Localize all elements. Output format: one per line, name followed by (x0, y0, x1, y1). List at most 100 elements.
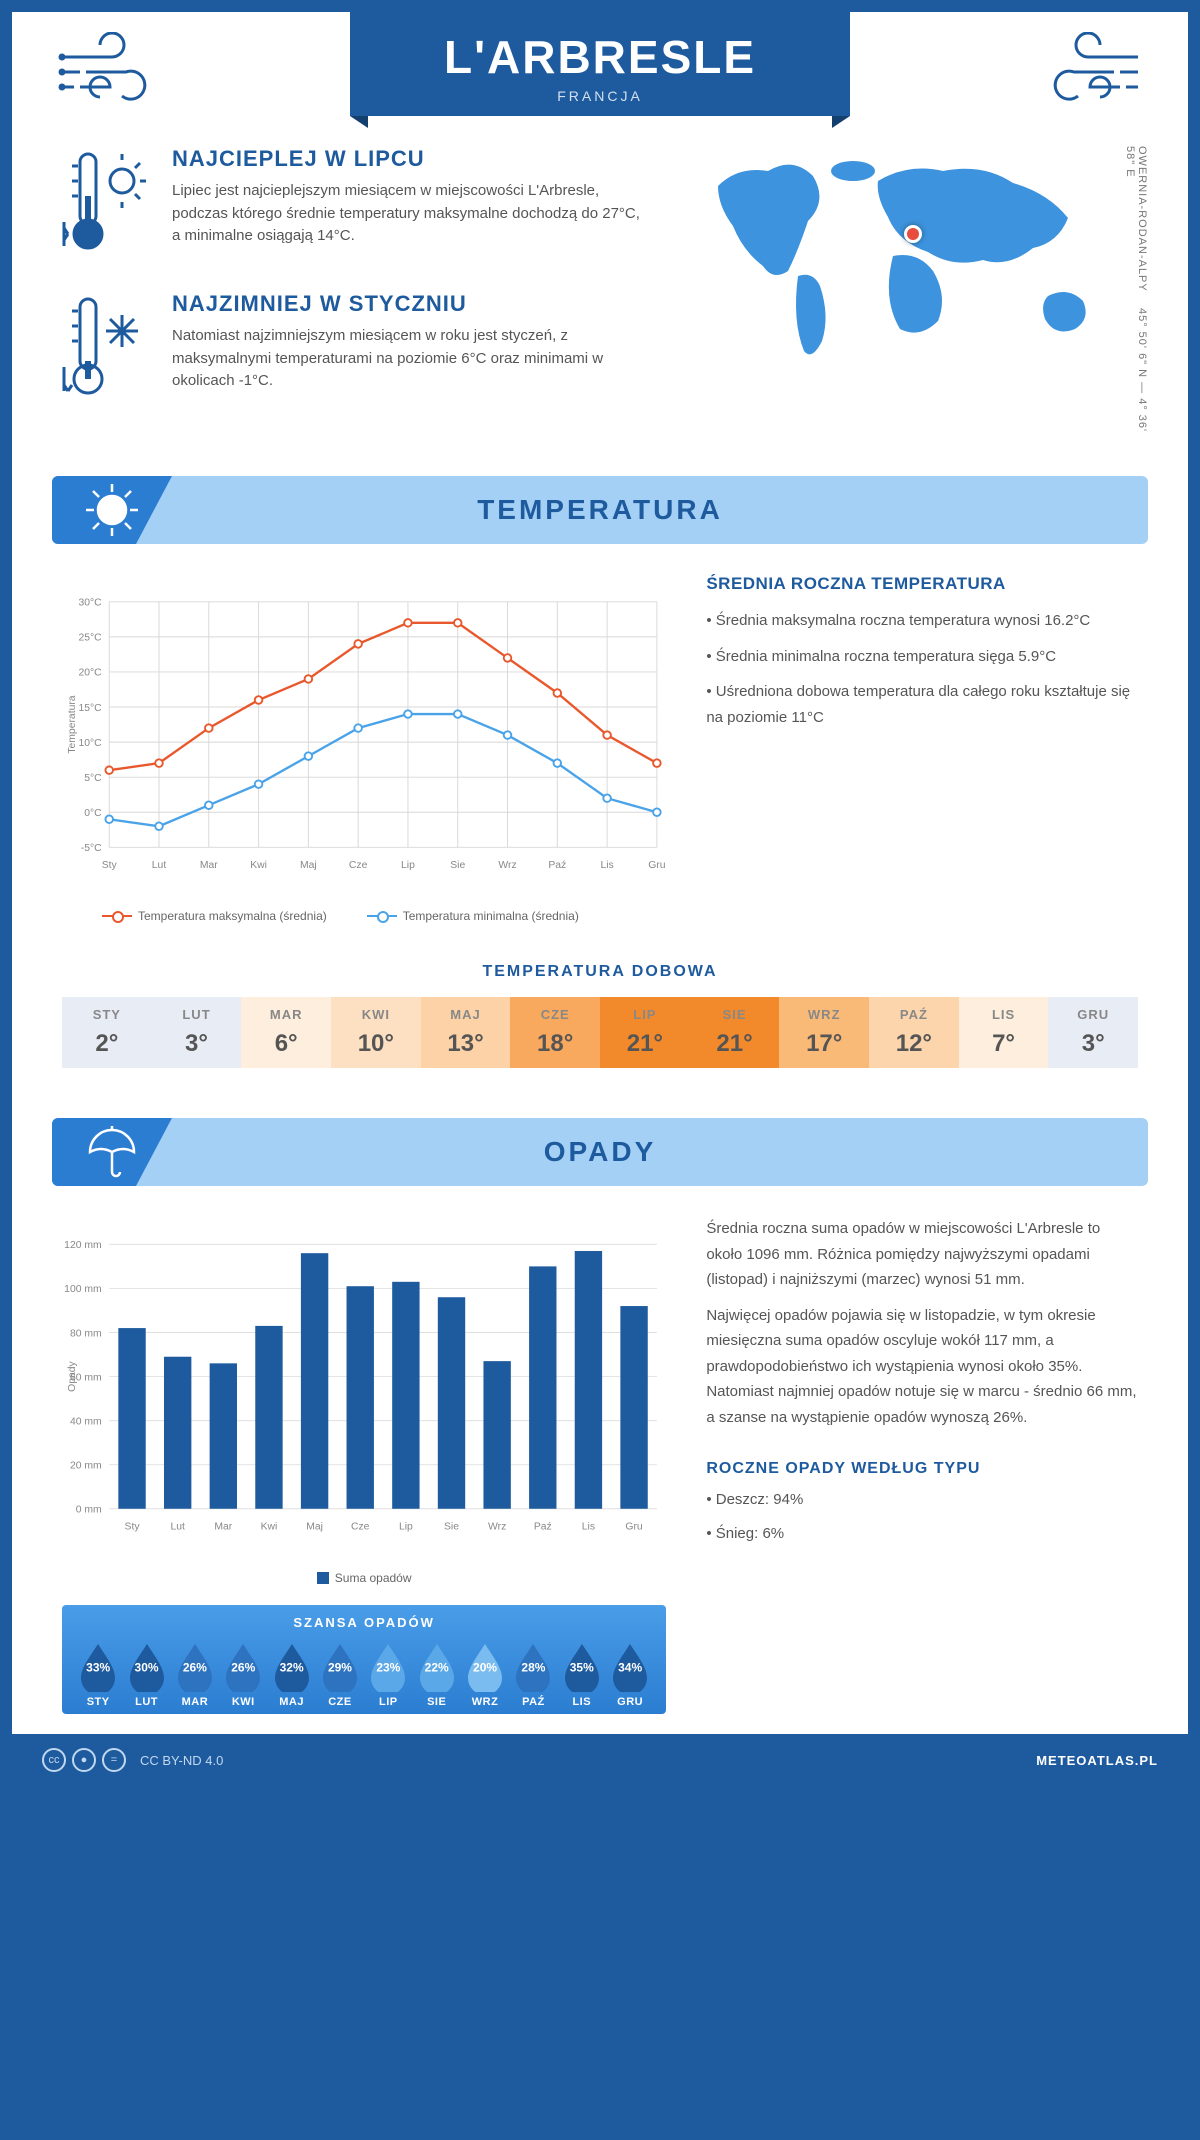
warmest-desc: Lipiec jest najcieplejszym miesiącem w m… (172, 180, 648, 248)
temperature-line-chart: -5°C0°C5°C10°C15°C20°C25°C30°CStyLutMarK… (62, 574, 666, 894)
svg-text:20°C: 20°C (78, 668, 102, 679)
svg-text:20 mm: 20 mm (70, 1460, 102, 1471)
temp-stats-col: ŚREDNIA ROCZNA TEMPERATURA • Średnia mak… (706, 574, 1138, 923)
page-title: L'ARBRESLE (410, 30, 790, 84)
temp-cell: LUT3° (152, 997, 242, 1068)
intro-row: NAJCIEPLEJ W LIPCU Lipiec jest najcieple… (12, 116, 1188, 466)
thermometer-hot-icon (62, 146, 152, 261)
svg-text:Lip: Lip (401, 860, 415, 871)
svg-text:10°C: 10°C (78, 738, 102, 749)
temp-cell: KWI10° (331, 997, 421, 1068)
temp-cell: WRZ17° (779, 997, 869, 1068)
content: L'ARBRESLE FRANCJA NAJCIEPLEJ W LIPCU Li… (12, 12, 1188, 1786)
cc-icon: cc (42, 1748, 66, 1772)
svg-text:Lut: Lut (152, 860, 167, 871)
rain-chance-block: SZANSA OPADÓW 33% STY 30% LUT 26% MAR 26… (62, 1605, 666, 1714)
temp-cell: GRU3° (1048, 997, 1138, 1068)
temp-stat-1: • Średnia minimalna roczna temperatura s… (706, 644, 1138, 670)
svg-text:Lis: Lis (600, 860, 613, 871)
precip-snow: • Śnieg: 6% (706, 1522, 1138, 1546)
temperature-section-header: TEMPERATURA (52, 476, 1148, 544)
precip-text-col: Średnia roczna suma opadów w miejscowośc… (706, 1216, 1138, 1714)
temp-cell: MAJ13° (421, 997, 511, 1068)
svg-text:Sie: Sie (444, 1522, 459, 1533)
temp-cell: STY2° (62, 997, 152, 1068)
svg-text:-5°C: -5°C (81, 843, 102, 854)
svg-text:Lip: Lip (399, 1522, 413, 1533)
license-text: CC BY-ND 4.0 (140, 1753, 223, 1768)
thermometer-cold-icon (62, 291, 152, 406)
temp-stat-0: • Średnia maksymalna roczna temperatura … (706, 608, 1138, 634)
coordinates: OWERNIA-RODAN-ALPY 45° 50' 6" N — 4° 36'… (1124, 146, 1148, 436)
temperature-heading: TEMPERATURA (70, 494, 1130, 526)
daily-temp-heading: TEMPERATURA DOBOWA (62, 963, 1138, 981)
daily-temp-row: STY2°LUT3°MAR6°KWI10°MAJ13°CZE18°LIP21°S… (62, 997, 1138, 1068)
temp-stat-2: • Uśredniona dobowa temperatura dla całe… (706, 679, 1138, 730)
temp-cell: CZE18° (510, 997, 600, 1068)
svg-text:0 mm: 0 mm (76, 1505, 102, 1516)
coldest-heading: NAJZIMNIEJ W STYCZNIU (172, 291, 648, 317)
svg-text:Sie: Sie (450, 860, 465, 871)
rain-drops-row: 33% STY 30% LUT 26% MAR 26% KWI 32% MAJ … (74, 1640, 654, 1708)
coldest-block: NAJZIMNIEJ W STYCZNIU Natomiast najzimni… (62, 291, 648, 406)
svg-text:120 mm: 120 mm (64, 1240, 101, 1251)
header: L'ARBRESLE FRANCJA (12, 12, 1188, 116)
rain-chance-heading: SZANSA OPADÓW (74, 1615, 654, 1630)
svg-text:15°C: 15°C (78, 703, 102, 714)
temp-cell: MAR6° (241, 997, 331, 1068)
svg-text:Cze: Cze (349, 860, 368, 871)
svg-text:5°C: 5°C (84, 773, 102, 784)
temperature-row: -5°C0°C5°C10°C15°C20°C25°C30°CStyLutMarK… (12, 554, 1188, 943)
rain-drop: 34% GRU (606, 1640, 654, 1708)
brand: METEOATLAS.PL (1036, 1753, 1158, 1768)
coldest-text: NAJZIMNIEJ W STYCZNIU Natomiast najzimni… (172, 291, 648, 406)
svg-text:Wrz: Wrz (488, 1522, 506, 1533)
svg-text:25°C: 25°C (78, 633, 102, 644)
footer: cc ● = CC BY-ND 4.0 METEOATLAS.PL (12, 1734, 1188, 1786)
nd-icon: = (102, 1748, 126, 1772)
precip-types-heading: ROCZNE OPADY WEDŁUG TYPU (706, 1460, 1138, 1478)
svg-text:Wrz: Wrz (498, 860, 516, 871)
page: L'ARBRESLE FRANCJA NAJCIEPLEJ W LIPCU Li… (0, 0, 1200, 1798)
rain-drop: 32% MAJ (267, 1640, 315, 1708)
legend-sum: Suma opadów (317, 1571, 412, 1585)
svg-text:0°C: 0°C (84, 808, 102, 819)
warmest-text: NAJCIEPLEJ W LIPCU Lipiec jest najcieple… (172, 146, 648, 261)
precip-rain: • Deszcz: 94% (706, 1488, 1138, 1512)
wind-icon-left (52, 32, 172, 112)
precipitation-heading: OPADY (70, 1136, 1130, 1168)
rain-drop: 33% STY (74, 1640, 122, 1708)
temp-stats-heading: ŚREDNIA ROCZNA TEMPERATURA (706, 574, 1138, 594)
svg-text:Mar: Mar (214, 1522, 232, 1533)
temp-chart-col: -5°C0°C5°C10°C15°C20°C25°C30°CStyLutMarK… (62, 574, 666, 923)
rain-drop: 22% SIE (413, 1640, 461, 1708)
daily-temp-block: TEMPERATURA DOBOWA STY2°LUT3°MAR6°KWI10°… (12, 943, 1188, 1108)
warmest-block: NAJCIEPLEJ W LIPCU Lipiec jest najcieple… (62, 146, 648, 261)
cc-icons: cc ● = (42, 1748, 126, 1772)
svg-text:Sty: Sty (125, 1522, 141, 1533)
svg-text:Lis: Lis (582, 1522, 595, 1533)
sun-icon (52, 476, 172, 544)
wind-icon-right (1028, 32, 1148, 112)
country: FRANCJA (410, 88, 790, 104)
rain-drop: 26% MAR (171, 1640, 219, 1708)
rain-drop: 30% LUT (122, 1640, 170, 1708)
precipitation-row: 0 mm20 mm40 mm60 mm80 mm100 mm120 mmStyL… (12, 1196, 1188, 1734)
precip-p2: Najwięcej opadów pojawia się w listopadz… (706, 1303, 1138, 1431)
rain-drop: 23% LIP (364, 1640, 412, 1708)
svg-text:80 mm: 80 mm (70, 1328, 102, 1339)
precip-types: ROCZNE OPADY WEDŁUG TYPU • Deszcz: 94% •… (706, 1460, 1138, 1546)
precip-p1: Średnia roczna suma opadów w miejscowośc… (706, 1216, 1138, 1293)
umbrella-icon (52, 1118, 172, 1186)
temp-cell: LIS7° (959, 997, 1049, 1068)
map-col: OWERNIA-RODAN-ALPY 45° 50' 6" N — 4° 36'… (688, 146, 1138, 436)
temp-cell: PAŹ12° (869, 997, 959, 1068)
legend-max: Temperatura maksymalna (średnia) (102, 909, 327, 923)
temp-cell: LIP21° (600, 997, 690, 1068)
svg-text:Maj: Maj (300, 860, 317, 871)
precipitation-bar-chart: 0 mm20 mm40 mm60 mm80 mm100 mm120 mmStyL… (62, 1216, 666, 1556)
rain-drop: 29% CZE (316, 1640, 364, 1708)
svg-text:Kwi: Kwi (261, 1522, 278, 1533)
svg-text:Opady: Opady (67, 1360, 78, 1391)
rain-drop: 26% KWI (219, 1640, 267, 1708)
